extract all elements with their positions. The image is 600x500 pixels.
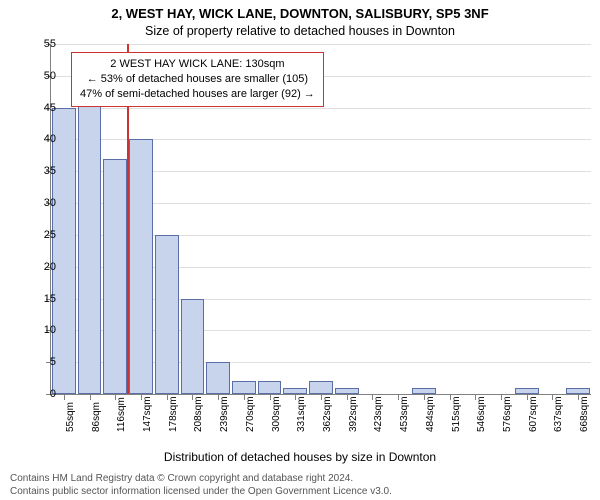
xtick-label: 55sqm	[65, 402, 76, 432]
x-axis-label: Distribution of detached houses by size …	[0, 450, 600, 464]
xtick-label: 607sqm	[528, 402, 539, 432]
bar	[283, 388, 307, 394]
annotation-box: 2 WEST HAY WICK LANE: 130sqm← 53% of det…	[71, 52, 324, 107]
ytick-label: 40	[31, 133, 56, 145]
xtick-label: 178sqm	[168, 402, 179, 432]
xtick-mark	[64, 395, 65, 400]
annotation-line-3: 47% of semi-detached houses are larger (…	[80, 87, 315, 102]
bar	[78, 101, 102, 394]
ytick-label: 0	[31, 388, 56, 400]
xtick-label: 453sqm	[399, 402, 410, 432]
xtick-label: 331sqm	[296, 402, 307, 432]
bar	[155, 235, 179, 394]
ytick-label: 20	[31, 261, 56, 273]
xtick-label: 147sqm	[142, 402, 153, 432]
footer-copyright-2: Contains public sector information licen…	[10, 486, 392, 497]
bar	[258, 381, 282, 394]
xtick-label: 637sqm	[553, 402, 564, 432]
bar	[129, 139, 153, 394]
bar	[52, 108, 76, 394]
xtick-label: 86sqm	[91, 402, 102, 432]
footer-copyright-1: Contains HM Land Registry data © Crown c…	[10, 473, 353, 484]
bar	[206, 362, 230, 394]
ytick-label: 25	[31, 229, 56, 241]
annotation-line-1: 2 WEST HAY WICK LANE: 130sqm	[80, 57, 315, 72]
xtick-label: 515sqm	[451, 402, 462, 432]
bar	[181, 299, 205, 394]
bar	[566, 388, 590, 394]
ytick-label: 55	[31, 38, 56, 50]
xtick-label: 239sqm	[219, 402, 230, 432]
annotation-line-2: ← 53% of detached houses are smaller (10…	[80, 72, 315, 87]
bar	[232, 381, 256, 394]
bar	[309, 381, 333, 394]
bar	[515, 388, 539, 394]
xtick-label: 116sqm	[116, 402, 127, 432]
gridline	[51, 108, 591, 109]
xtick-label: 668sqm	[579, 402, 590, 432]
ytick-label: 15	[31, 293, 56, 305]
gridline	[51, 44, 591, 45]
xtick-label: 423sqm	[373, 402, 384, 432]
bar	[103, 159, 127, 394]
xtick-label: 208sqm	[193, 402, 204, 432]
bar	[412, 388, 436, 394]
xtick-label: 484sqm	[425, 402, 436, 432]
xtick-label: 362sqm	[322, 402, 333, 432]
chart-subtitle: Size of property relative to detached ho…	[0, 24, 600, 38]
ytick-label: 30	[31, 197, 56, 209]
ytick-label: 10	[31, 324, 56, 336]
ytick-label: 50	[31, 70, 56, 82]
chart-title-address: 2, WEST HAY, WICK LANE, DOWNTON, SALISBU…	[0, 6, 600, 21]
xtick-label: 576sqm	[502, 402, 513, 432]
xtick-label: 546sqm	[476, 402, 487, 432]
ytick-label: 45	[31, 102, 56, 114]
bar	[335, 388, 359, 394]
xtick-mark	[90, 395, 91, 400]
plot-area: 2 WEST HAY WICK LANE: 130sqm← 53% of det…	[50, 44, 591, 395]
xtick-label: 270sqm	[245, 402, 256, 432]
xtick-label: 392sqm	[348, 402, 359, 432]
ytick-label: 35	[31, 165, 56, 177]
ytick-label: 5	[31, 356, 56, 368]
xtick-label: 300sqm	[271, 402, 282, 432]
